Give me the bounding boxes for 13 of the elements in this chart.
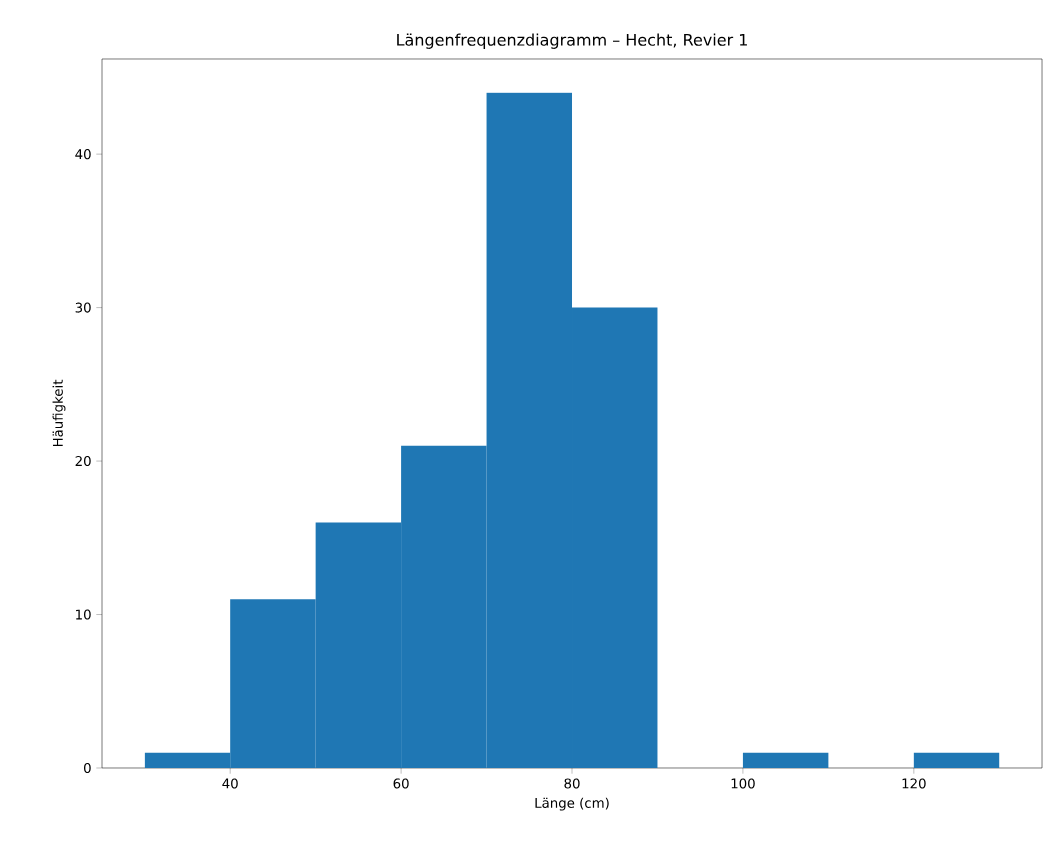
x-tick-label: 40 — [222, 778, 238, 789]
x-tick-label: 60 — [393, 778, 409, 789]
x-tick-label: 100 — [731, 778, 755, 789]
y-tick-label: 20 — [75, 456, 91, 467]
y-tick-label: 30 — [75, 302, 91, 313]
chart-title: Längenfrequenzdiagramm – Hecht, Revier 1 — [397, 33, 747, 49]
y-tick-label: 40 — [75, 149, 91, 160]
x-tick-label: 80 — [564, 778, 580, 789]
y-tick-label: 10 — [76, 609, 91, 620]
y-tick-label: 0 — [84, 762, 91, 774]
x-axis-title: Länge (cm) — [535, 797, 609, 811]
x-tick-label: 120 — [902, 778, 926, 789]
y-axis-title: Häufigkeit — [52, 379, 66, 447]
